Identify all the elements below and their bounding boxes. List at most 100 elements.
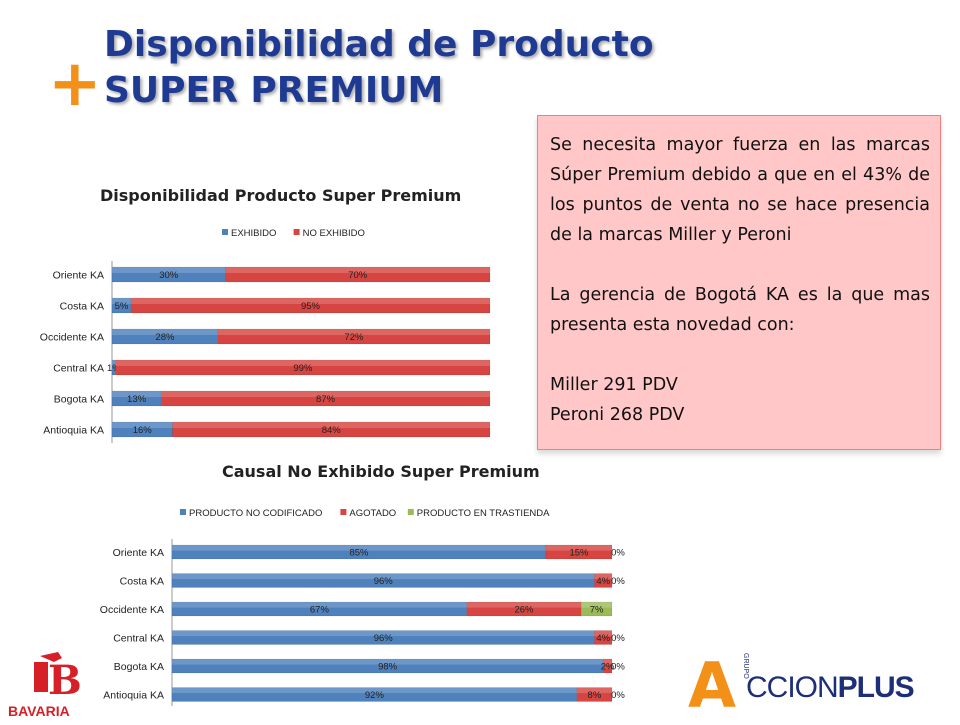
bar-highlight (172, 602, 467, 608)
data-label: 96% (374, 633, 394, 644)
data-label: 99% (293, 363, 313, 374)
bar-segment (172, 421, 491, 438)
bar-highlight (172, 545, 546, 551)
plus-logo-icon: + (48, 47, 102, 121)
data-label: 96% (374, 576, 394, 587)
data-label: 0% (611, 576, 625, 587)
legend-label: EXHIBIDO (231, 228, 276, 239)
bar-segment (594, 573, 613, 588)
category-label: Oriente KA (53, 270, 104, 282)
legend-label: PRODUCTO EN TRASTIENDA (417, 508, 550, 519)
data-label: 8% (588, 690, 602, 701)
bar-highlight (130, 298, 490, 304)
data-label: 72% (344, 332, 364, 343)
bar-highlight (546, 545, 612, 551)
data-label: 67% (310, 605, 330, 616)
category-label: Central KA (113, 633, 164, 645)
bar-highlight (603, 659, 612, 665)
chart-availability: EXHIBIDO NO EXHIBIDO Oriente KA 30% 70% Costa… (40, 228, 491, 443)
data-label: 85% (349, 548, 369, 559)
note-line-miller: Miller 291 PDV (550, 375, 678, 395)
bar-highlight (161, 391, 490, 397)
callout-note: Se necesita mayor fuerza en las marcas S… (537, 115, 941, 450)
data-label: 84% (322, 425, 342, 436)
accionplus-logo: A GRUPO CCIONPLUS (686, 645, 936, 715)
bar-highlight (172, 573, 595, 580)
category-label: Bogota KA (54, 394, 104, 406)
chart1-title: Disponibilidad Producto Super Premium (100, 186, 462, 205)
legend-swatch (407, 509, 414, 515)
bavaria-text: BAVARIA (8, 703, 70, 719)
bar-highlight (225, 267, 490, 273)
bar-highlight (172, 630, 595, 637)
data-label: 70% (348, 270, 368, 281)
data-label: 28% (155, 332, 175, 343)
data-label: 4% (596, 633, 610, 644)
bar-segment (602, 658, 613, 674)
category-label: Bogota KA (114, 661, 164, 673)
data-label: 0% (611, 662, 625, 673)
note-paragraph-2: La gerencia de Bogotá KA es la que mas p… (550, 285, 930, 335)
bar-highlight (594, 573, 612, 580)
category-label: Antioquia KA (103, 690, 164, 702)
data-label: 1% (107, 363, 121, 374)
bavaria-mark: B (48, 657, 82, 704)
bar-segment (545, 544, 613, 560)
bar-segment (130, 297, 491, 314)
legend-label: NO EXHIBIDO (303, 228, 365, 239)
data-label: 98% (378, 662, 398, 673)
page-title-line1: Disponibilidad de Producto (104, 24, 654, 65)
bar-highlight (112, 391, 162, 397)
accionplus-prefix: A (688, 649, 736, 715)
data-label: 30% (159, 270, 179, 281)
bavaria-logo: B BAVARIA (0, 650, 100, 720)
bar-highlight (112, 329, 218, 335)
data-label: 7% (590, 605, 604, 616)
data-label: 92% (365, 690, 385, 701)
bar-highlight (112, 267, 226, 273)
legend-swatch (180, 509, 186, 515)
bar-highlight (172, 422, 491, 428)
data-label: 4% (596, 576, 610, 587)
accionplus-text-bold: PLUS (837, 671, 915, 704)
data-label: 95% (301, 301, 321, 312)
bar-highlight (576, 687, 612, 694)
legend-swatch (222, 229, 228, 235)
accionplus-small: GRUPO (742, 653, 749, 679)
bar-highlight (217, 329, 490, 335)
note-paragraph-1: Se necesita mayor fuerza en las marcas S… (550, 135, 930, 245)
bar-segment (225, 266, 491, 283)
bar-segment (576, 687, 613, 702)
bar-highlight (112, 298, 131, 304)
category-label: Costa KA (120, 576, 164, 588)
category-label: Occidente KA (100, 604, 164, 616)
bar-segment (580, 601, 613, 617)
category-label: Central KA (53, 363, 104, 375)
category-label: Antioquia KA (43, 425, 104, 437)
chart2-title: Causal No Exhibido Super Premium (222, 462, 540, 481)
accionplus-mark-icon: A GRUPO (688, 649, 749, 715)
bavaria-logo-icon: B BAVARIA (8, 652, 82, 719)
category-label: Costa KA (60, 301, 104, 313)
note-line-peroni: Peroni 268 PDV (550, 405, 685, 425)
bar-highlight (112, 422, 173, 428)
legend-label: AGOTADO (349, 508, 396, 519)
bar-segment (217, 328, 491, 345)
bar-highlight (115, 360, 490, 366)
data-label: 2% (601, 662, 615, 673)
bar-segment (115, 359, 491, 376)
legend-label: PRODUCTO NO CODIFICADO (189, 508, 322, 519)
page-title-line2: SUPER PREMIUM (104, 70, 444, 111)
data-label: 13% (127, 394, 147, 405)
bar-highlight (112, 360, 116, 366)
category-label: Oriente KA (113, 547, 164, 559)
data-label: 5% (115, 301, 129, 312)
legend-swatch (340, 509, 347, 515)
chart-causal: PRODUCTO NO CODIFICADO AGOTADO PRODUCTO EN… (100, 508, 625, 706)
data-label: 0% (611, 633, 625, 644)
data-label: 0% (611, 548, 625, 559)
data-label: 26% (514, 605, 534, 616)
data-label: 16% (133, 425, 153, 436)
bar-segment (594, 630, 613, 645)
bar-highlight (466, 602, 582, 608)
